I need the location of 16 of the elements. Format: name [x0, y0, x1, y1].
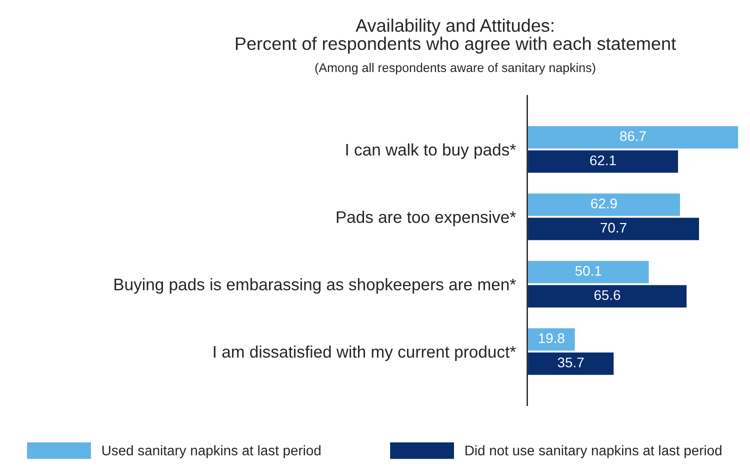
y-tick-label: Pads are too expensive*	[336, 210, 516, 226]
chart-title: Availability and Attitudes: Percent of respondents who agree with each statement	[236, 18, 676, 54]
y-tick-label: I can walk to buy pads*	[346, 143, 516, 159]
data-label: 62.9	[591, 198, 617, 208]
data-label: 70.7	[600, 222, 626, 233]
data-label: 65.6	[594, 290, 620, 300]
data-label: 86.7	[620, 131, 646, 142]
chart-subtitle: (Among all respondents aware of sanitary napkins)	[315, 62, 596, 75]
data-label: 35.7	[558, 358, 584, 368]
data-label: 19.8	[538, 333, 564, 344]
legend-label: Did not use sanitary napkins at last period	[466, 445, 722, 458]
legend-label: Used sanitary napkins at last period	[102, 445, 320, 458]
y-tick-label: Buying pads is embarassing as shopkeepers are men*	[114, 278, 516, 294]
data-label: 50.1	[575, 266, 602, 276]
data-label: 62.1	[590, 155, 616, 166]
y-tick-label: I am dissatisfied with my current product*	[214, 345, 516, 362]
